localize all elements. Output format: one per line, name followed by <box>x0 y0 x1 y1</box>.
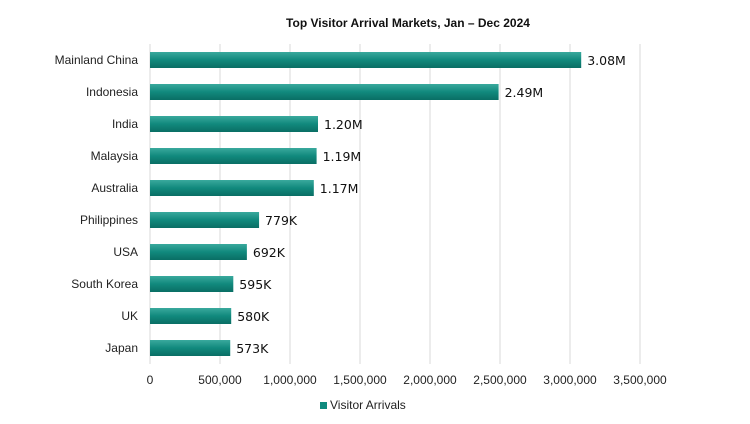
x-tick-label: 2,000,000 <box>403 373 457 387</box>
legend-label: Visitor Arrivals <box>330 398 406 412</box>
bar <box>150 84 499 100</box>
data-label: 1.20M <box>324 117 363 132</box>
data-label: 2.49M <box>505 85 544 100</box>
category-label: Indonesia <box>86 85 138 99</box>
data-label: 779K <box>265 213 298 228</box>
x-tick-label: 1,000,000 <box>263 373 317 387</box>
category-label: Mainland China <box>55 53 139 67</box>
bars <box>150 52 582 356</box>
data-label: 3.08M <box>587 53 626 68</box>
labels: 0 500,000 1,000,000 1,500,000 2,000,000 2,500… <box>55 53 667 387</box>
category-label: India <box>112 117 138 131</box>
data-label: 580K <box>237 309 270 324</box>
x-tick-label: 1,500,000 <box>333 373 387 387</box>
data-label: 573K <box>236 341 269 356</box>
data-label: 1.19M <box>323 149 362 164</box>
x-tick-label: 0 <box>147 373 154 387</box>
category-label: Australia <box>91 181 138 195</box>
bar <box>150 244 247 260</box>
legend-swatch <box>320 402 327 409</box>
data-label: 595K <box>239 277 272 292</box>
data-label: 692K <box>253 245 286 260</box>
legend: Visitor Arrivals <box>320 398 406 412</box>
bar <box>150 116 318 132</box>
bar <box>150 52 582 68</box>
category-label: South Korea <box>71 277 138 291</box>
category-label: Malaysia <box>91 149 139 163</box>
bar <box>150 212 260 228</box>
bar <box>150 340 231 356</box>
bar <box>150 308 232 324</box>
category-label: USA <box>113 245 138 259</box>
data-label: 1.17M <box>320 181 359 196</box>
x-tick-label: 500,000 <box>198 373 242 387</box>
bar <box>150 180 314 196</box>
category-label: UK <box>121 309 138 323</box>
bar <box>150 276 234 292</box>
bar <box>150 148 317 164</box>
category-label: Japan <box>105 341 138 355</box>
x-tick-label: 2,500,000 <box>473 373 527 387</box>
chart-title: Top Visitor Arrival Markets, Jan – Dec 2… <box>286 16 530 30</box>
category-label: Philippines <box>80 213 138 227</box>
x-tick-label: 3,500,000 <box>613 373 667 387</box>
x-tick-label: 3,000,000 <box>543 373 597 387</box>
